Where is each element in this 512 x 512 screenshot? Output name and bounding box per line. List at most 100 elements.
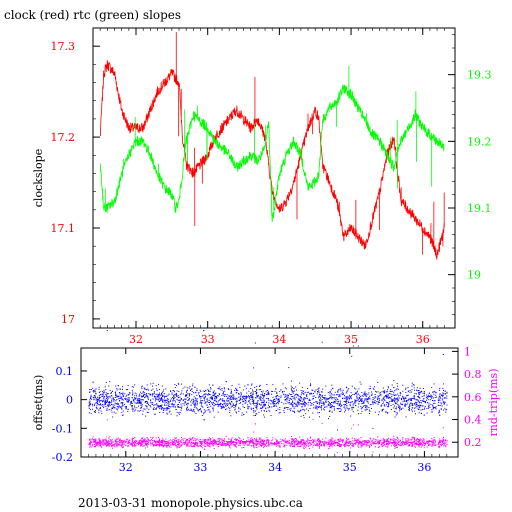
point-offset	[187, 400, 189, 401]
point-offset	[292, 400, 294, 402]
point-offset	[393, 410, 395, 412]
point-offset	[151, 395, 153, 397]
point-offset	[96, 408, 98, 410]
point-offset	[298, 399, 300, 401]
point-rnd-trip	[164, 442, 166, 444]
point-offset	[158, 399, 159, 401]
point-offset	[205, 401, 207, 403]
point-rnd-trip	[161, 437, 163, 439]
point-offset	[397, 405, 399, 407]
point-offset	[187, 409, 189, 411]
point-rnd-trip	[165, 445, 167, 447]
point-offset	[374, 411, 376, 413]
point-offset	[438, 395, 440, 397]
point-offset	[141, 405, 143, 407]
point-rnd-trip	[178, 443, 179, 445]
point-rnd-trip	[319, 442, 321, 444]
point-offset	[393, 394, 395, 396]
point-offset	[421, 408, 423, 410]
point-rnd-trip	[116, 441, 118, 442]
point-offset	[152, 392, 154, 394]
point-rnd-trip	[260, 438, 262, 440]
point-offset	[102, 400, 104, 402]
point-offset	[355, 388, 357, 390]
point-offset	[331, 411, 333, 413]
point-rnd-trip	[172, 443, 174, 445]
point-rnd-trip	[290, 438, 292, 440]
point-offset	[145, 405, 147, 407]
point-offset	[289, 403, 291, 405]
point-offset	[185, 398, 187, 400]
point-offset	[418, 401, 420, 403]
y-tick-label: 17.2	[51, 131, 76, 144]
point-rnd-trip	[96, 442, 98, 444]
point-offset	[157, 393, 159, 395]
point-offset	[227, 388, 229, 390]
point-offset	[414, 389, 416, 391]
point-rnd-trip	[121, 441, 123, 443]
point-offset	[419, 391, 421, 393]
point-offset	[98, 404, 100, 405]
point-offset	[405, 404, 407, 406]
point-offset	[119, 406, 121, 408]
point-offset	[326, 406, 328, 408]
point-offset	[161, 397, 163, 398]
point-offset	[413, 397, 415, 399]
point-rnd-trip	[265, 445, 267, 447]
point-offset	[240, 394, 242, 396]
point-rnd-trip	[99, 441, 101, 443]
point-offset	[230, 415, 232, 417]
point-rnd-trip	[297, 444, 299, 446]
point-rnd-trip	[273, 442, 275, 444]
point-rnd-trip	[254, 444, 256, 446]
point-rnd-trip	[399, 440, 401, 442]
point-offset	[382, 403, 384, 404]
point-offset	[180, 409, 182, 411]
point-offset	[318, 403, 320, 405]
point-offset	[203, 393, 205, 395]
point-rnd-trip	[268, 442, 270, 444]
point-offset	[185, 404, 187, 405]
point-offset	[256, 388, 258, 390]
point-offset	[306, 403, 307, 405]
point-offset	[442, 392, 444, 394]
point-offset	[410, 402, 412, 404]
point-rnd-trip	[102, 444, 104, 446]
point-offset	[97, 403, 99, 405]
point-offset	[230, 404, 232, 406]
point-offset	[250, 395, 252, 397]
point-offset	[325, 385, 327, 387]
point-offset	[192, 383, 194, 385]
point-rnd-trip	[392, 439, 394, 441]
point-rnd-trip	[366, 440, 368, 442]
point-offset	[179, 406, 181, 408]
point-rnd-trip	[227, 444, 228, 445]
point-offset	[159, 395, 161, 397]
point-rnd-trip	[183, 441, 185, 443]
point-offset	[390, 409, 392, 410]
point-offset	[93, 390, 95, 392]
point-rnd-trip	[371, 442, 373, 444]
point-offset	[364, 409, 366, 411]
point-rnd-trip	[122, 441, 124, 442]
point-offset	[164, 407, 166, 409]
point-offset	[129, 399, 131, 401]
point-offset	[385, 410, 387, 412]
point-rnd-trip	[117, 440, 119, 442]
point-rnd-trip	[258, 446, 260, 448]
point-offset	[283, 412, 285, 414]
point-offset	[115, 403, 117, 404]
point-offset	[180, 399, 182, 400]
point-rnd-trip	[205, 442, 207, 444]
point-rnd-trip	[331, 444, 333, 446]
point-offset	[386, 394, 388, 396]
point-offset	[107, 398, 109, 400]
point-rnd-trip	[103, 439, 105, 441]
point-offset	[173, 390, 175, 392]
point-offset	[109, 405, 111, 407]
point-rnd-trip	[95, 438, 97, 440]
point-offset	[168, 401, 169, 403]
point-offset	[227, 400, 229, 402]
point-rnd-trip	[264, 440, 266, 442]
point-offset	[432, 404, 434, 406]
